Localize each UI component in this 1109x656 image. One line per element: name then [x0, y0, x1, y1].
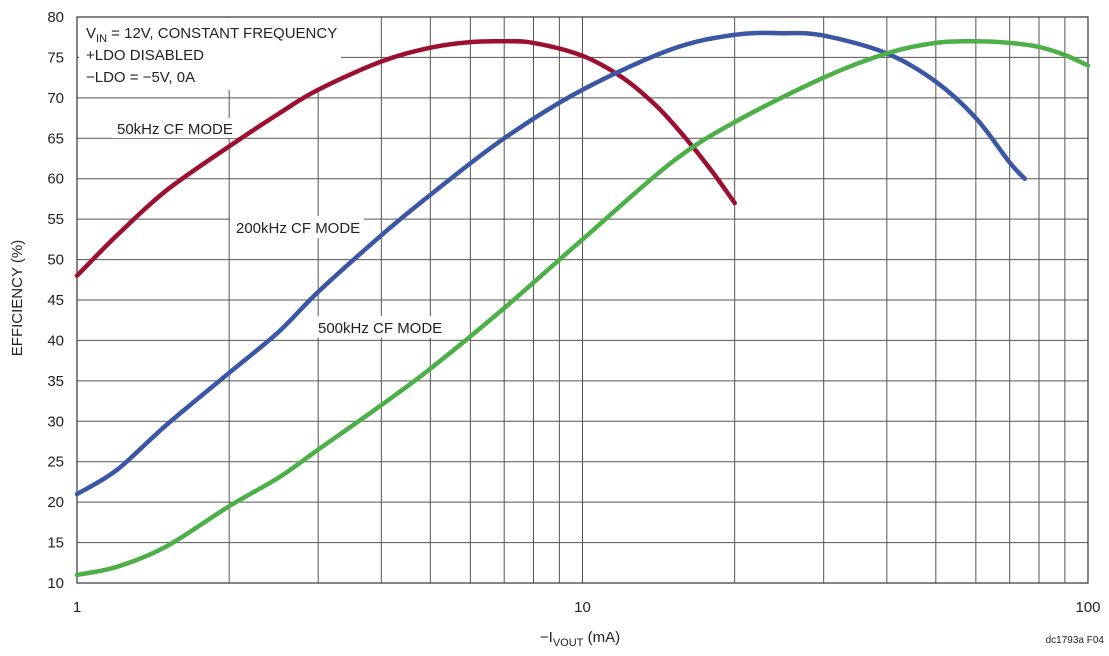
y-tick-label: 25	[47, 454, 64, 471]
y-axis-title: EFFICIENCY (%)	[9, 240, 26, 356]
curve-label-1: 200kHz CF MODE	[236, 220, 360, 237]
x-tick-label: 1	[73, 599, 81, 616]
plot-frame	[76, 16, 1089, 584]
conditions-box	[79, 18, 341, 90]
annotations: VIN = 12V, CONSTANT FREQUENCY +LDO DISABL…	[86, 25, 442, 337]
y-tick-label: 65	[47, 130, 64, 147]
y-tick-label: 80	[47, 9, 64, 26]
x-axis-title: −IVOUT (mA)	[540, 629, 620, 649]
figure-id-note: dc1793a F04	[1046, 635, 1105, 646]
label-bg-200khz	[230, 216, 364, 238]
curve-label-2: 500kHz CF MODE	[318, 320, 442, 337]
y-tick-label: 55	[47, 211, 64, 228]
tick-labels: 10 15 20 25 30 35 40 45 50 55 60 65 70 75 80 1 10 100	[47, 9, 1100, 616]
label-bg-50khz	[112, 118, 237, 138]
grid	[76, 16, 1089, 584]
label-bg-500khz	[313, 316, 447, 338]
y-tick-label: 40	[47, 332, 64, 349]
series-line-0	[74, 38, 737, 278]
y-tick-label: 30	[47, 413, 64, 430]
y-tick-label: 45	[47, 292, 64, 309]
y-tick-label: 10	[47, 575, 64, 592]
conditions-line-vin: VIN = 12V, CONSTANT FREQUENCY	[86, 25, 337, 45]
conditions-line-pos-ldo: +LDO DISABLED	[86, 47, 204, 64]
x-tick-label: 10	[574, 599, 591, 616]
y-tick-label: 60	[47, 171, 64, 188]
series-line-1	[74, 30, 1028, 497]
conditions-line-neg-ldo: −LDO = −5V, 0A	[86, 69, 195, 86]
x-tick-label: 100	[1075, 599, 1100, 616]
series-line-2	[74, 39, 1091, 578]
curves	[74, 30, 1091, 578]
y-tick-label: 15	[47, 535, 64, 552]
y-tick-label: 75	[47, 49, 64, 66]
y-tick-label: 70	[47, 90, 64, 107]
y-tick-label: 35	[47, 373, 64, 390]
y-tick-label: 20	[47, 494, 64, 511]
curve-label-0: 50kHz CF MODE	[117, 121, 233, 138]
y-tick-label: 50	[47, 252, 64, 269]
